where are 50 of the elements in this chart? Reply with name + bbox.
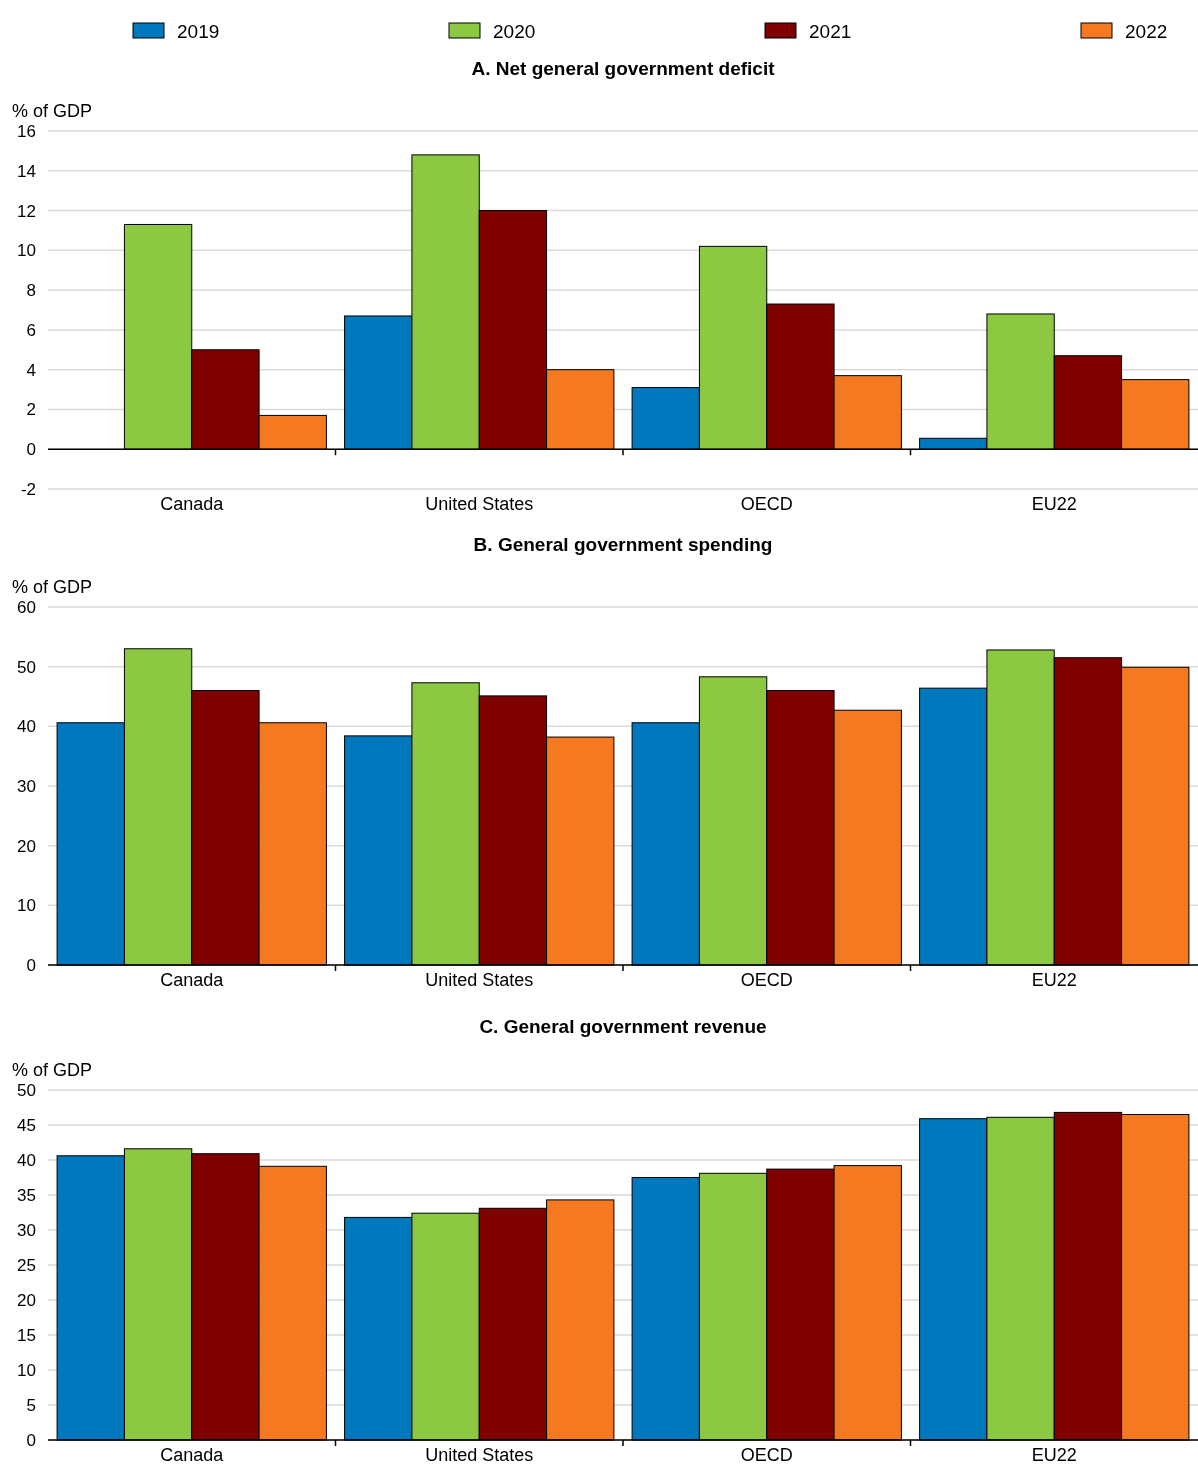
chart-title: C. General government revenue <box>479 1016 767 1037</box>
y-tick-label: 10 <box>17 1360 36 1380</box>
y-tick-label: 40 <box>17 1150 36 1170</box>
y-tick-label: 16 <box>17 121 36 141</box>
legend-label: 2021 <box>809 20 852 42</box>
y-tick-label: 5 <box>26 1395 36 1415</box>
x-tick-label: EU22 <box>1031 970 1077 990</box>
y-axis-title: % of GDP <box>12 1060 93 1080</box>
x-tick-label: EU22 <box>1031 494 1077 514</box>
y-axis-title: % of GDP <box>12 577 93 597</box>
y-tick-label: 12 <box>17 201 36 221</box>
legend-label: 2020 <box>493 20 536 42</box>
y-tick-label: 0 <box>26 955 36 975</box>
x-tick-label: EU22 <box>1031 1445 1077 1465</box>
y-tick-label: 35 <box>17 1185 36 1205</box>
chart-title: A. Net general government deficit <box>471 58 776 79</box>
x-tick-label: United States <box>425 494 534 514</box>
x-tick-label: OECD <box>740 494 793 514</box>
y-tick-label: 8 <box>26 281 36 301</box>
y-tick-label: 30 <box>17 1220 36 1240</box>
y-tick-label: 20 <box>17 836 36 856</box>
y-tick-label: 0 <box>26 1430 36 1450</box>
x-tick-label: United States <box>425 970 534 990</box>
x-tick-label: OECD <box>740 1445 793 1465</box>
y-tick-label: 4 <box>26 360 36 380</box>
y-tick-label: 20 <box>17 1290 36 1310</box>
y-tick-label: 40 <box>17 717 36 737</box>
y-tick-label: 60 <box>17 597 36 617</box>
x-tick-label: United States <box>425 1445 534 1465</box>
y-tick-label: 45 <box>17 1115 36 1135</box>
y-tick-label: 10 <box>17 896 36 916</box>
y-tick-label: 0 <box>26 440 36 460</box>
chart-title: B. General government spending <box>473 534 773 555</box>
x-tick-label: Canada <box>160 494 225 514</box>
y-axis-title: % of GDP <box>12 101 93 121</box>
x-tick-label: Canada <box>160 970 225 990</box>
y-tick-label: -2 <box>20 479 36 499</box>
y-tick-label: 15 <box>17 1325 36 1345</box>
y-tick-label: 30 <box>17 776 36 796</box>
y-tick-label: 6 <box>26 320 36 340</box>
y-tick-label: 25 <box>17 1255 36 1275</box>
legend-label: 2022 <box>1125 20 1168 42</box>
x-tick-label: Canada <box>160 1445 225 1465</box>
y-tick-label: 2 <box>26 400 36 420</box>
y-tick-label: 50 <box>17 657 36 677</box>
x-tick-label: OECD <box>740 970 793 990</box>
legend-label: 2019 <box>177 20 220 42</box>
y-tick-label: 50 <box>17 1080 36 1100</box>
y-tick-label: 10 <box>17 241 36 261</box>
y-tick-label: 14 <box>17 161 36 181</box>
